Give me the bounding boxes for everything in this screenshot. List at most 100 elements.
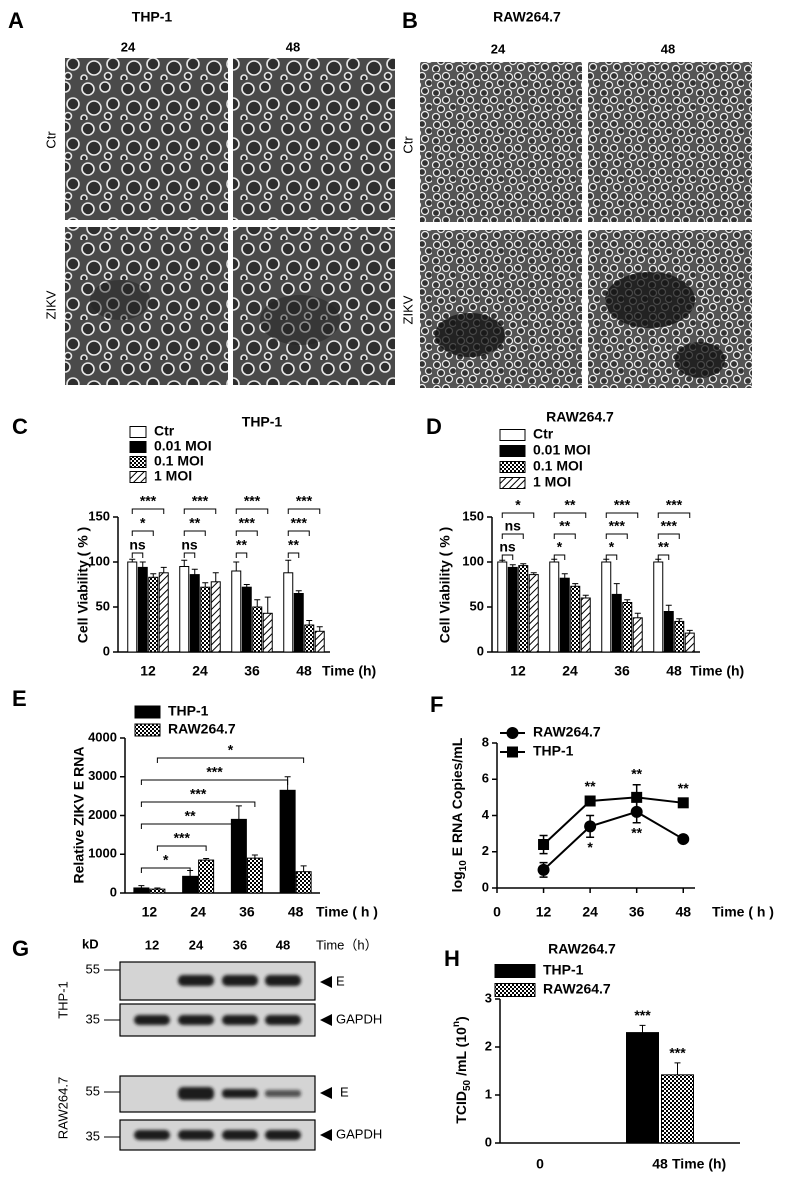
error-bar — [202, 582, 209, 588]
legend-swatch — [129, 441, 147, 453]
error-bar — [285, 559, 292, 573]
point — [537, 863, 550, 876]
legend-swatch — [499, 429, 526, 441]
x-tick-label: 48 — [652, 1156, 668, 1172]
legend-swatch — [129, 456, 147, 468]
bar — [661, 1074, 694, 1144]
lane-label: 36 — [233, 937, 247, 952]
legend-label: 1 MOI — [154, 468, 192, 484]
y-tick-label: 100 — [462, 553, 484, 568]
bar — [283, 572, 294, 653]
bar — [182, 875, 199, 894]
y-tick-label: 0 — [110, 884, 117, 899]
mw-marker: 35 — [86, 1128, 100, 1143]
x-tick-label: 48 — [675, 904, 691, 920]
micrograph — [65, 58, 228, 220]
mw-marker: 55 — [86, 1083, 100, 1098]
significance-bracket — [183, 552, 196, 558]
significance-label: * — [163, 852, 169, 868]
significance-bracket — [183, 530, 206, 536]
y-tick-label: 1 — [485, 1086, 492, 1101]
x-tick-label: 48 — [296, 663, 312, 679]
error-bar — [129, 558, 136, 562]
error-bar — [138, 885, 145, 888]
y-tick-label: 0 — [477, 643, 484, 658]
significance-label: * — [140, 515, 146, 531]
bar — [200, 586, 211, 653]
error-bar — [509, 564, 516, 568]
significance-label: *** — [192, 493, 209, 509]
error-bar — [499, 559, 506, 562]
error-bar — [572, 583, 579, 587]
legend-marker — [506, 727, 519, 739]
micrograph-shading — [90, 280, 340, 345]
error-bar — [233, 561, 240, 571]
significance-label: ** — [585, 778, 596, 794]
error-bar — [613, 583, 620, 595]
legend-label: RAW264.7 — [168, 721, 236, 737]
significance-label: ns — [499, 539, 516, 555]
bar — [230, 818, 247, 894]
y-axis-label-part: ) — [453, 1016, 469, 1021]
y-tick-label: 4 — [482, 807, 490, 822]
y-axis-label-part: 10 — [458, 860, 469, 872]
bar — [622, 602, 633, 653]
significance-bracket — [657, 554, 670, 560]
y-tick-label: 0 — [482, 879, 489, 894]
error-bar — [300, 865, 307, 872]
line — [542, 796, 684, 846]
y-axis-label: Cell Viability ( % ) — [75, 527, 91, 643]
legend-label: Ctr — [533, 426, 554, 442]
bar — [149, 888, 166, 894]
band-label: GAPDH — [336, 1126, 382, 1141]
significance-label: *** — [291, 515, 308, 531]
significance-bracket — [287, 508, 321, 514]
column-label: 24 — [121, 39, 136, 54]
legend-marker — [507, 746, 518, 758]
x-tick-label: 24 — [582, 904, 598, 920]
band-label: E — [340, 1084, 349, 1099]
panel-letter: B — [402, 8, 418, 33]
blot-bands — [134, 975, 301, 1140]
y-tick-label: 3000 — [88, 768, 117, 783]
y-tick-label: 2 — [482, 843, 489, 858]
legend-label: THP-1 — [168, 703, 209, 719]
error-bar — [254, 599, 261, 607]
panel-title: THP-1 — [132, 9, 173, 25]
y-axis-label-part: TCID — [453, 1091, 469, 1124]
bar — [198, 859, 215, 894]
y-tick-label: 150 — [88, 508, 110, 523]
row-label: Ctr — [43, 131, 58, 149]
error-bar — [582, 594, 589, 598]
x-tick-label: 24 — [190, 904, 206, 920]
band-label: E — [336, 973, 345, 988]
y-tick-label: 50 — [470, 598, 484, 613]
line — [542, 810, 684, 871]
x-tick-label: 48 — [288, 904, 304, 920]
row-label: Ctr — [400, 136, 415, 154]
bar — [518, 565, 529, 653]
legend-label: 0.01 MOI — [533, 442, 591, 458]
error-bar — [676, 618, 683, 622]
x-axis-label: Time (h) — [690, 663, 744, 679]
bar — [314, 630, 325, 653]
bar — [549, 561, 560, 653]
significance-label: ** — [236, 537, 247, 553]
group-label: RAW264.7 — [55, 1077, 70, 1139]
significance-bracket — [287, 530, 310, 536]
micrograph — [420, 62, 582, 222]
significance-label: *** — [174, 830, 191, 846]
significance-label: ** — [678, 780, 689, 796]
band-arrows — [320, 976, 332, 1141]
legend-swatch — [494, 964, 536, 978]
error-bar — [306, 620, 313, 625]
legend-label: RAW264.7 — [533, 724, 601, 740]
marker-ticks — [104, 969, 120, 1138]
significance-bracket — [140, 867, 191, 873]
mw-marker: 35 — [86, 1011, 100, 1026]
significance-bracket — [131, 530, 154, 536]
significance-label: *** — [661, 518, 678, 534]
bar — [133, 887, 150, 894]
error-bar — [251, 854, 258, 859]
bar — [231, 570, 242, 653]
